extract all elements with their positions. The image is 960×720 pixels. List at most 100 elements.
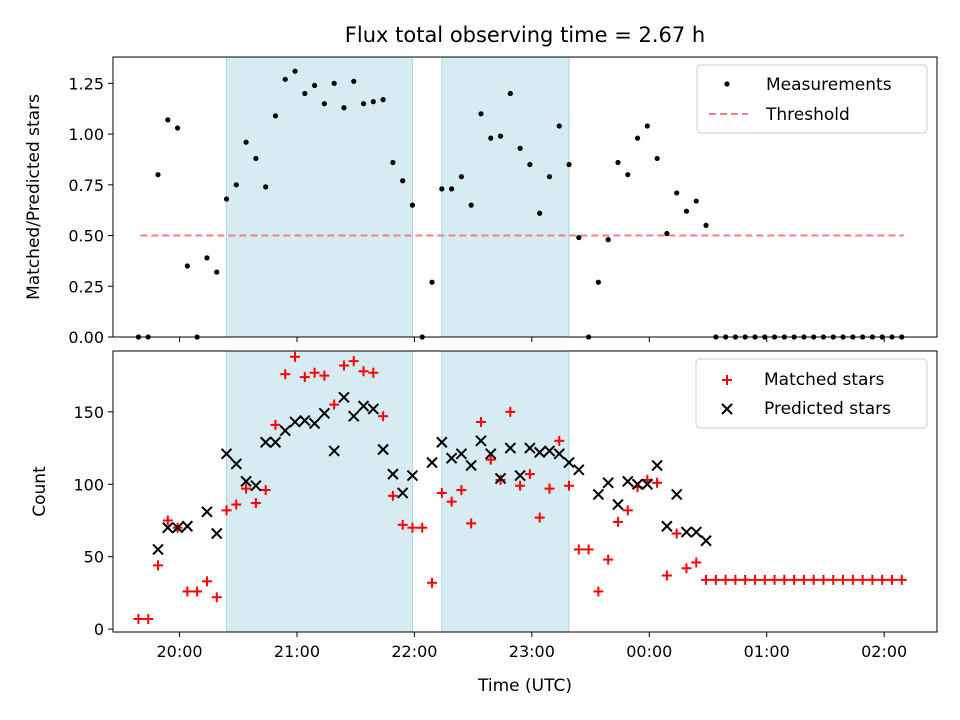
predicted-star-point <box>455 448 468 460</box>
measurement-point <box>370 99 376 105</box>
observing-band-1 <box>226 350 413 633</box>
predicted-star-point <box>612 498 624 511</box>
predicted-star-point <box>328 445 340 457</box>
top-y-ticks: 0.00 0.25 0.50 0.75 1.00 1.25 <box>68 74 113 347</box>
matched-star-point <box>153 560 164 571</box>
y-tick-label: 0.75 <box>68 176 104 195</box>
predicted-star-point <box>201 506 213 518</box>
predicted-star-point <box>651 459 663 472</box>
predicted-star-point <box>514 469 526 482</box>
predicted-star-point <box>250 479 262 492</box>
matched-star-point <box>622 505 633 516</box>
legend-predicted-marker <box>721 403 733 415</box>
measurement-point <box>693 198 699 204</box>
matched-star-point <box>417 522 428 533</box>
top-x-ticks <box>179 337 885 342</box>
matched-star-point <box>201 576 212 587</box>
matched-star-point <box>241 483 252 494</box>
predicted-star-point <box>641 478 654 490</box>
bottom-x-ticks: 20:00 21:00 22:00 23:00 00:00 01:00 02:00 <box>156 632 907 661</box>
matched-star-point <box>671 528 682 539</box>
top-axes-frame <box>112 56 938 338</box>
x-tick-label: 23:00 <box>509 642 555 661</box>
predicted-star-point <box>211 527 223 540</box>
measurement-point <box>223 196 230 202</box>
matched-star-point <box>515 480 526 491</box>
predicted-star-point <box>406 469 419 482</box>
matched-star-point <box>896 574 907 585</box>
top-y-axis-label: Matched/Predicted stars <box>24 94 44 300</box>
y-tick-label: 50 <box>84 548 104 567</box>
matched-star-point <box>603 554 614 565</box>
y-tick-label: 0 <box>94 620 104 639</box>
predicted-star-point <box>436 436 448 448</box>
predicted-star-point <box>299 414 311 427</box>
measurement-point <box>634 135 641 141</box>
predicted-star-point <box>524 442 536 454</box>
matched-star-point <box>769 574 780 585</box>
predicted-star-point <box>162 522 174 534</box>
matched-star-point <box>612 516 623 527</box>
measurement-point <box>390 159 396 166</box>
matched-star-point <box>524 469 535 480</box>
matched-star-point <box>867 574 878 585</box>
measurement-point <box>214 269 220 275</box>
matched-star-point <box>554 435 565 446</box>
predicted-star-point <box>670 488 683 501</box>
measurement-point <box>360 101 367 107</box>
legend-threshold-label: Threshold <box>765 105 850 125</box>
observing-band-1 <box>226 56 413 338</box>
matched-star-point <box>211 592 222 603</box>
matched-star-point <box>720 574 731 585</box>
matched-star-point <box>436 487 447 498</box>
matched-star-point <box>886 574 897 585</box>
predicted-star-point <box>377 443 389 456</box>
predicted-star-point <box>289 416 301 428</box>
measurement-point <box>615 159 621 166</box>
matched-star-point <box>564 480 575 491</box>
measurement-point <box>556 123 562 129</box>
measurement-point <box>527 161 533 168</box>
matched-star-point <box>573 544 584 555</box>
matched-star-point <box>593 586 604 597</box>
matched-star-point <box>319 370 330 381</box>
matched-star-point <box>290 351 301 362</box>
measurement-point <box>302 90 308 97</box>
matched-star-point <box>818 574 829 585</box>
predicted-star-point <box>348 410 360 422</box>
matched-star-point <box>270 419 281 430</box>
matched-star-point <box>857 574 868 585</box>
measurement-point <box>341 105 347 111</box>
measurement-point <box>321 101 327 107</box>
matched-star-point <box>133 613 144 624</box>
x-tick-label: 02:00 <box>861 642 907 661</box>
predicted-star-point <box>308 417 321 430</box>
legend-matched-marker <box>722 375 732 385</box>
measurement-point <box>292 68 298 74</box>
measurement-point <box>537 210 543 216</box>
measurement-point <box>576 234 582 241</box>
predicted-star-point <box>631 478 644 490</box>
measurement-point <box>351 78 357 84</box>
matched-star-point <box>260 485 271 496</box>
x-tick-label: 20:00 <box>156 642 202 661</box>
matched-star-point <box>505 406 516 417</box>
predicted-star-point <box>387 468 399 480</box>
measurement-point <box>155 172 161 178</box>
bottom-legend: Matched stars Predicted stars <box>695 358 928 429</box>
predicted-star-point <box>357 400 370 412</box>
predicted-star-point <box>602 477 614 489</box>
measurement-point <box>253 155 259 162</box>
matched-star-point <box>544 483 555 494</box>
matched-star-point <box>828 574 839 585</box>
matched-star-point <box>749 574 760 585</box>
observing-band-2 <box>441 350 570 633</box>
matched-star-point <box>143 613 154 624</box>
matched-star-point <box>740 574 751 585</box>
matched-star-point <box>847 574 858 585</box>
matched-star-point <box>730 574 741 585</box>
measurement-point <box>566 161 572 168</box>
measurement-point <box>400 178 406 184</box>
measurement-point <box>184 263 190 269</box>
y-tick-label: 0.00 <box>68 328 104 347</box>
